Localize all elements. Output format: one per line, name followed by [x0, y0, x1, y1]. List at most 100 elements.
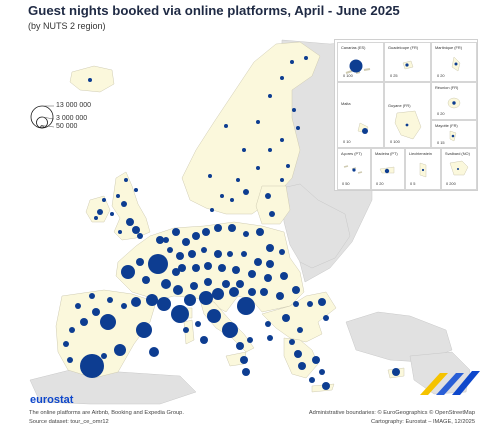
region-circle [405, 123, 409, 127]
region-circle [224, 124, 228, 128]
region-circle [208, 174, 212, 178]
region-circle [149, 347, 159, 357]
region-circle [116, 194, 120, 198]
region-circle [421, 168, 425, 172]
region-circle [264, 274, 272, 282]
region-circle [292, 286, 300, 294]
region-circle [256, 120, 260, 124]
region-circle [256, 228, 264, 236]
region-circle [222, 280, 230, 288]
inset-canarias: Canarias (ES) 0 100 [337, 42, 384, 82]
region-circle [184, 294, 196, 306]
region-circle [136, 258, 144, 266]
region-circle [227, 251, 233, 257]
region-circle [172, 268, 180, 276]
greece-land [283, 337, 319, 379]
scandinavia-land [181, 41, 321, 215]
inset-guadeloupe: Guadeloupe (FR) 0 25 [384, 42, 431, 82]
legend-circle-small [40, 125, 44, 129]
region-circle [200, 336, 208, 344]
region-circle [100, 314, 116, 330]
inset-martinique: Martinique (FR) 0 20 [431, 42, 477, 82]
region-circle [148, 254, 168, 274]
inset-title: Martinique (FR) [435, 45, 463, 50]
inset-reunion: Réunion (FR) 0 20 [431, 82, 477, 120]
baltics-land [255, 185, 291, 225]
region-circle [210, 208, 214, 212]
inset-title: Canarias (ES) [341, 45, 366, 50]
region-circle [214, 224, 222, 232]
inset-scale: 0 20 [437, 73, 445, 78]
inset-svalbard: Svalbard (NO) 0 200 [441, 148, 477, 190]
iberia-land [55, 289, 157, 379]
region-circle [121, 265, 135, 279]
region-circle [254, 258, 262, 266]
region-circle [207, 309, 221, 323]
region-circle [292, 108, 296, 112]
inset-scale: 0 100 [390, 139, 400, 144]
turkey-land [345, 311, 453, 363]
region-circle [110, 212, 114, 216]
region-circle [137, 233, 143, 239]
region-circle [69, 327, 75, 333]
inset-scale: 0 200 [446, 181, 456, 186]
region-circle [114, 344, 126, 356]
inset-malta: Malta 0 10 [337, 82, 384, 148]
region-circle [240, 356, 248, 364]
eurostat-corner-graphic [420, 371, 480, 395]
region-circle [167, 247, 173, 253]
region-circle [131, 297, 141, 307]
region-circle [192, 232, 200, 240]
region-circle [260, 288, 268, 296]
page-title: Guest nights booked via online platforms… [28, 3, 400, 18]
inset-scale: 0 50 [342, 181, 350, 186]
region-circle [384, 168, 390, 174]
region-circle [126, 218, 134, 226]
inset-title: Guyane (FR) [388, 103, 411, 108]
region-circle [248, 288, 256, 296]
region-circle [232, 266, 240, 274]
region-circle [190, 282, 198, 290]
region-circle [289, 339, 295, 345]
region-circle [237, 297, 255, 315]
region-circle [188, 250, 196, 258]
region-circle [192, 264, 200, 272]
legend-label-large: 13 000 000 [56, 102, 92, 109]
region-circle [161, 279, 171, 289]
region-circle [451, 134, 455, 138]
region-circle [88, 78, 92, 82]
region-circle [323, 315, 329, 321]
region-circle [280, 76, 284, 80]
reporting-land [55, 41, 405, 393]
region-circle [201, 247, 207, 253]
sardinia-land [183, 319, 195, 345]
region-circle [214, 250, 222, 258]
region-circle [107, 297, 113, 303]
region-circle [142, 276, 150, 284]
region-circle [101, 353, 107, 359]
region-circle [236, 342, 244, 350]
legend-label-small: 50 000 [56, 123, 78, 130]
region-circle [319, 369, 325, 375]
page-subtitle: (by NUTS 2 region) [28, 21, 106, 31]
region-circle [265, 321, 271, 327]
inset-scale: 0 20 [376, 181, 384, 186]
region-circle [457, 168, 459, 170]
inset-mayotte: Mayotte (FR) 0 15 [431, 120, 477, 148]
region-circle [63, 341, 69, 347]
region-circle [230, 198, 234, 202]
region-circle [121, 201, 127, 207]
region-circle [97, 209, 103, 215]
inset-liechtenstein: Liechtenstein 0 5 [405, 148, 441, 190]
region-circle [312, 356, 320, 364]
inset-title: Liechtenstein [409, 151, 432, 156]
legend-label-medium: 3 000 000 [56, 115, 88, 122]
region-circle [352, 168, 356, 172]
region-circle [248, 270, 256, 278]
inset-title: Malta [341, 101, 351, 106]
region-circle [236, 178, 240, 182]
region-circle [256, 166, 260, 170]
region-circle [322, 382, 330, 390]
region-circle [173, 285, 183, 295]
footer-credit-cartography: Cartography: Eurostat – IMAGE, 12/2025 [370, 419, 475, 425]
